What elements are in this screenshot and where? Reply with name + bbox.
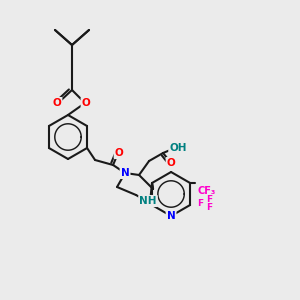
Text: O: O (115, 148, 123, 158)
Text: O: O (82, 98, 90, 108)
Text: CF₃: CF₃ (198, 186, 216, 196)
Text: N: N (121, 168, 129, 178)
Text: O: O (167, 158, 176, 168)
Text: F: F (206, 194, 212, 203)
Text: F: F (206, 202, 212, 211)
Text: O: O (52, 98, 62, 108)
Text: OH: OH (169, 143, 187, 153)
Text: NH: NH (139, 196, 157, 206)
Text: N: N (167, 211, 176, 221)
Text: F: F (197, 199, 203, 208)
